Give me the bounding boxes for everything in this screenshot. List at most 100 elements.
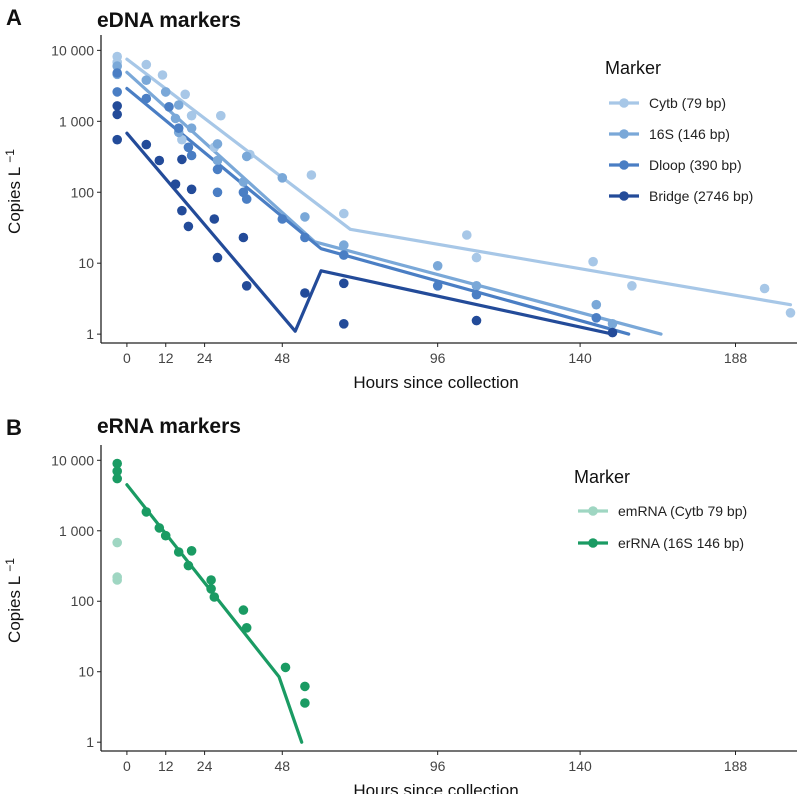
y-tick-label: 1 000 — [59, 523, 94, 539]
y-tick-label: 1 — [86, 734, 94, 750]
data-point-16s-146-bp — [186, 123, 197, 133]
x-tick-label: 140 — [568, 758, 592, 774]
data-point-cytb-79-bp — [471, 252, 482, 263]
legend-key-point-emrna-cytb-79-bp — [588, 506, 598, 516]
legend-title: Marker — [574, 467, 630, 487]
y-tick-label: 10 000 — [51, 42, 94, 58]
legend-label-dloop-390-bp: Dloop (390 bp) — [649, 157, 742, 173]
legend-title: Marker — [605, 58, 661, 78]
data-point-errna-16s-146-bp — [141, 507, 152, 517]
data-point-dloop-390-bp — [183, 142, 194, 153]
data-point-errna-16s-146-bp — [112, 458, 122, 469]
data-point-cytb-79-bp — [216, 110, 226, 121]
y-tick-label: 100 — [71, 593, 95, 609]
data-point-errna-16s-146-bp — [183, 560, 194, 571]
x-tick-label: 188 — [724, 758, 748, 774]
fit-line-errna-16s-146-bp — [125, 483, 304, 744]
data-point-16s-146-bp — [277, 173, 288, 183]
data-point-16s-146-bp — [212, 139, 223, 149]
data-point-dloop-390-bp — [339, 250, 349, 260]
x-tick-label: 96 — [430, 758, 446, 774]
data-point-16s-146-bp — [607, 319, 618, 329]
data-point-errna-16s-146-bp — [173, 547, 184, 557]
x-tick-label: 0 — [123, 350, 131, 366]
data-point-cytb-79-bp — [186, 110, 197, 121]
data-point-bridge-2746-bp — [177, 154, 187, 165]
legend-key-point-16s-146-bp — [619, 129, 629, 139]
data-point-bridge-2746-bp — [154, 155, 165, 166]
data-point-dloop-390-bp — [212, 187, 223, 198]
fit-line-bridge-2746-bp — [125, 131, 615, 336]
data-point-bridge-2746-bp — [607, 327, 618, 338]
x-tick-label: 24 — [197, 758, 213, 774]
data-point-emrna-cytb-79-bp — [112, 575, 122, 585]
y-tick-label: 1 — [86, 326, 94, 342]
panel-letter: B — [6, 415, 22, 440]
data-point-errna-16s-146-bp — [206, 575, 216, 585]
data-point-16s-146-bp — [241, 151, 252, 162]
x-axis-label: Hours since collection — [353, 781, 518, 794]
y-axis-label: Copies L −1 — [3, 558, 24, 643]
y-axis-label-superscript: −1 — [3, 149, 17, 163]
data-point-dloop-390-bp — [173, 123, 184, 133]
data-point-16s-146-bp — [112, 61, 122, 71]
data-point-dloop-390-bp — [112, 87, 122, 97]
legend-label-errna-16s-146-bp: erRNA (16S 146 bp) — [618, 535, 744, 551]
data-point-bridge-2746-bp — [112, 101, 122, 111]
legend-key-point-dloop-390-bp — [619, 160, 629, 170]
data-point-dloop-390-bp — [112, 68, 122, 78]
data-point-bridge-2746-bp — [339, 278, 349, 289]
data-point-bridge-2746-bp — [177, 205, 187, 216]
data-point-bridge-2746-bp — [112, 134, 122, 145]
data-point-errna-16s-146-bp — [186, 546, 197, 556]
legend-key-point-bridge-2746-bp — [619, 191, 629, 201]
data-point-dloop-390-bp — [432, 281, 443, 291]
data-point-errna-16s-146-bp — [300, 681, 310, 692]
data-point-cytb-79-bp — [157, 70, 168, 80]
data-point-cytb-79-bp — [141, 59, 152, 70]
data-point-bridge-2746-bp — [112, 109, 122, 120]
legend-key-point-cytb-79-bp — [619, 98, 629, 108]
data-point-cytb-79-bp — [339, 208, 349, 219]
data-point-errna-16s-146-bp — [112, 466, 122, 477]
y-tick-label: 10 — [78, 664, 94, 680]
data-point-dloop-390-bp — [471, 289, 482, 300]
data-point-errna-16s-146-bp — [160, 530, 171, 541]
x-tick-label: 96 — [430, 350, 446, 366]
data-point-bridge-2746-bp — [241, 281, 252, 291]
legend-label-cytb-79-bp: Cytb (79 bp) — [649, 95, 726, 111]
data-point-bridge-2746-bp — [238, 232, 249, 243]
chart-title: eRNA markers — [97, 415, 241, 438]
data-point-cytb-79-bp — [759, 283, 770, 294]
data-point-dloop-390-bp — [241, 194, 252, 204]
x-tick-label: 188 — [724, 350, 748, 366]
data-point-cytb-79-bp — [785, 308, 796, 318]
data-point-16s-146-bp — [212, 155, 223, 166]
data-point-bridge-2746-bp — [339, 319, 349, 329]
fit-line-cytb-79-bp — [125, 57, 793, 307]
data-point-dloop-390-bp — [277, 214, 288, 224]
data-point-bridge-2746-bp — [141, 139, 152, 150]
legend-label-bridge-2746-bp: Bridge (2746 bp) — [649, 188, 753, 204]
fit-line-16s-146-bp — [125, 70, 663, 336]
legend-label-16s-146-bp: 16S (146 bp) — [649, 126, 730, 142]
data-point-bridge-2746-bp — [471, 315, 482, 326]
chart-title: eDNA markers — [97, 9, 241, 32]
y-tick-label: 10 — [78, 255, 94, 271]
x-tick-label: 48 — [274, 758, 290, 774]
data-point-errna-16s-146-bp — [300, 698, 310, 708]
data-point-16s-146-bp — [160, 87, 171, 97]
data-point-errna-16s-146-bp — [154, 523, 165, 533]
y-tick-label: 100 — [71, 184, 95, 200]
x-axis-label: Hours since collection — [353, 373, 518, 392]
data-point-dloop-390-bp — [300, 232, 310, 243]
panel-letter: A — [6, 5, 22, 30]
data-point-bridge-2746-bp — [186, 184, 197, 195]
data-point-cytb-79-bp — [177, 134, 187, 145]
data-point-16s-146-bp — [591, 299, 602, 310]
data-point-16s-146-bp — [300, 212, 310, 222]
y-tick-label: 1 000 — [59, 113, 94, 129]
data-point-16s-146-bp — [170, 113, 181, 124]
data-point-errna-16s-146-bp — [209, 592, 220, 602]
data-point-emrna-cytb-79-bp — [112, 537, 122, 548]
